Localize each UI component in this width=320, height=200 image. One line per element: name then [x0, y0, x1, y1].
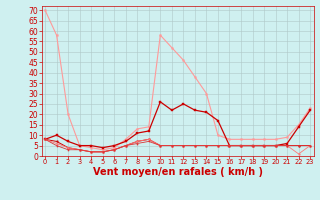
- X-axis label: Vent moyen/en rafales ( km/h ): Vent moyen/en rafales ( km/h ): [92, 167, 263, 177]
